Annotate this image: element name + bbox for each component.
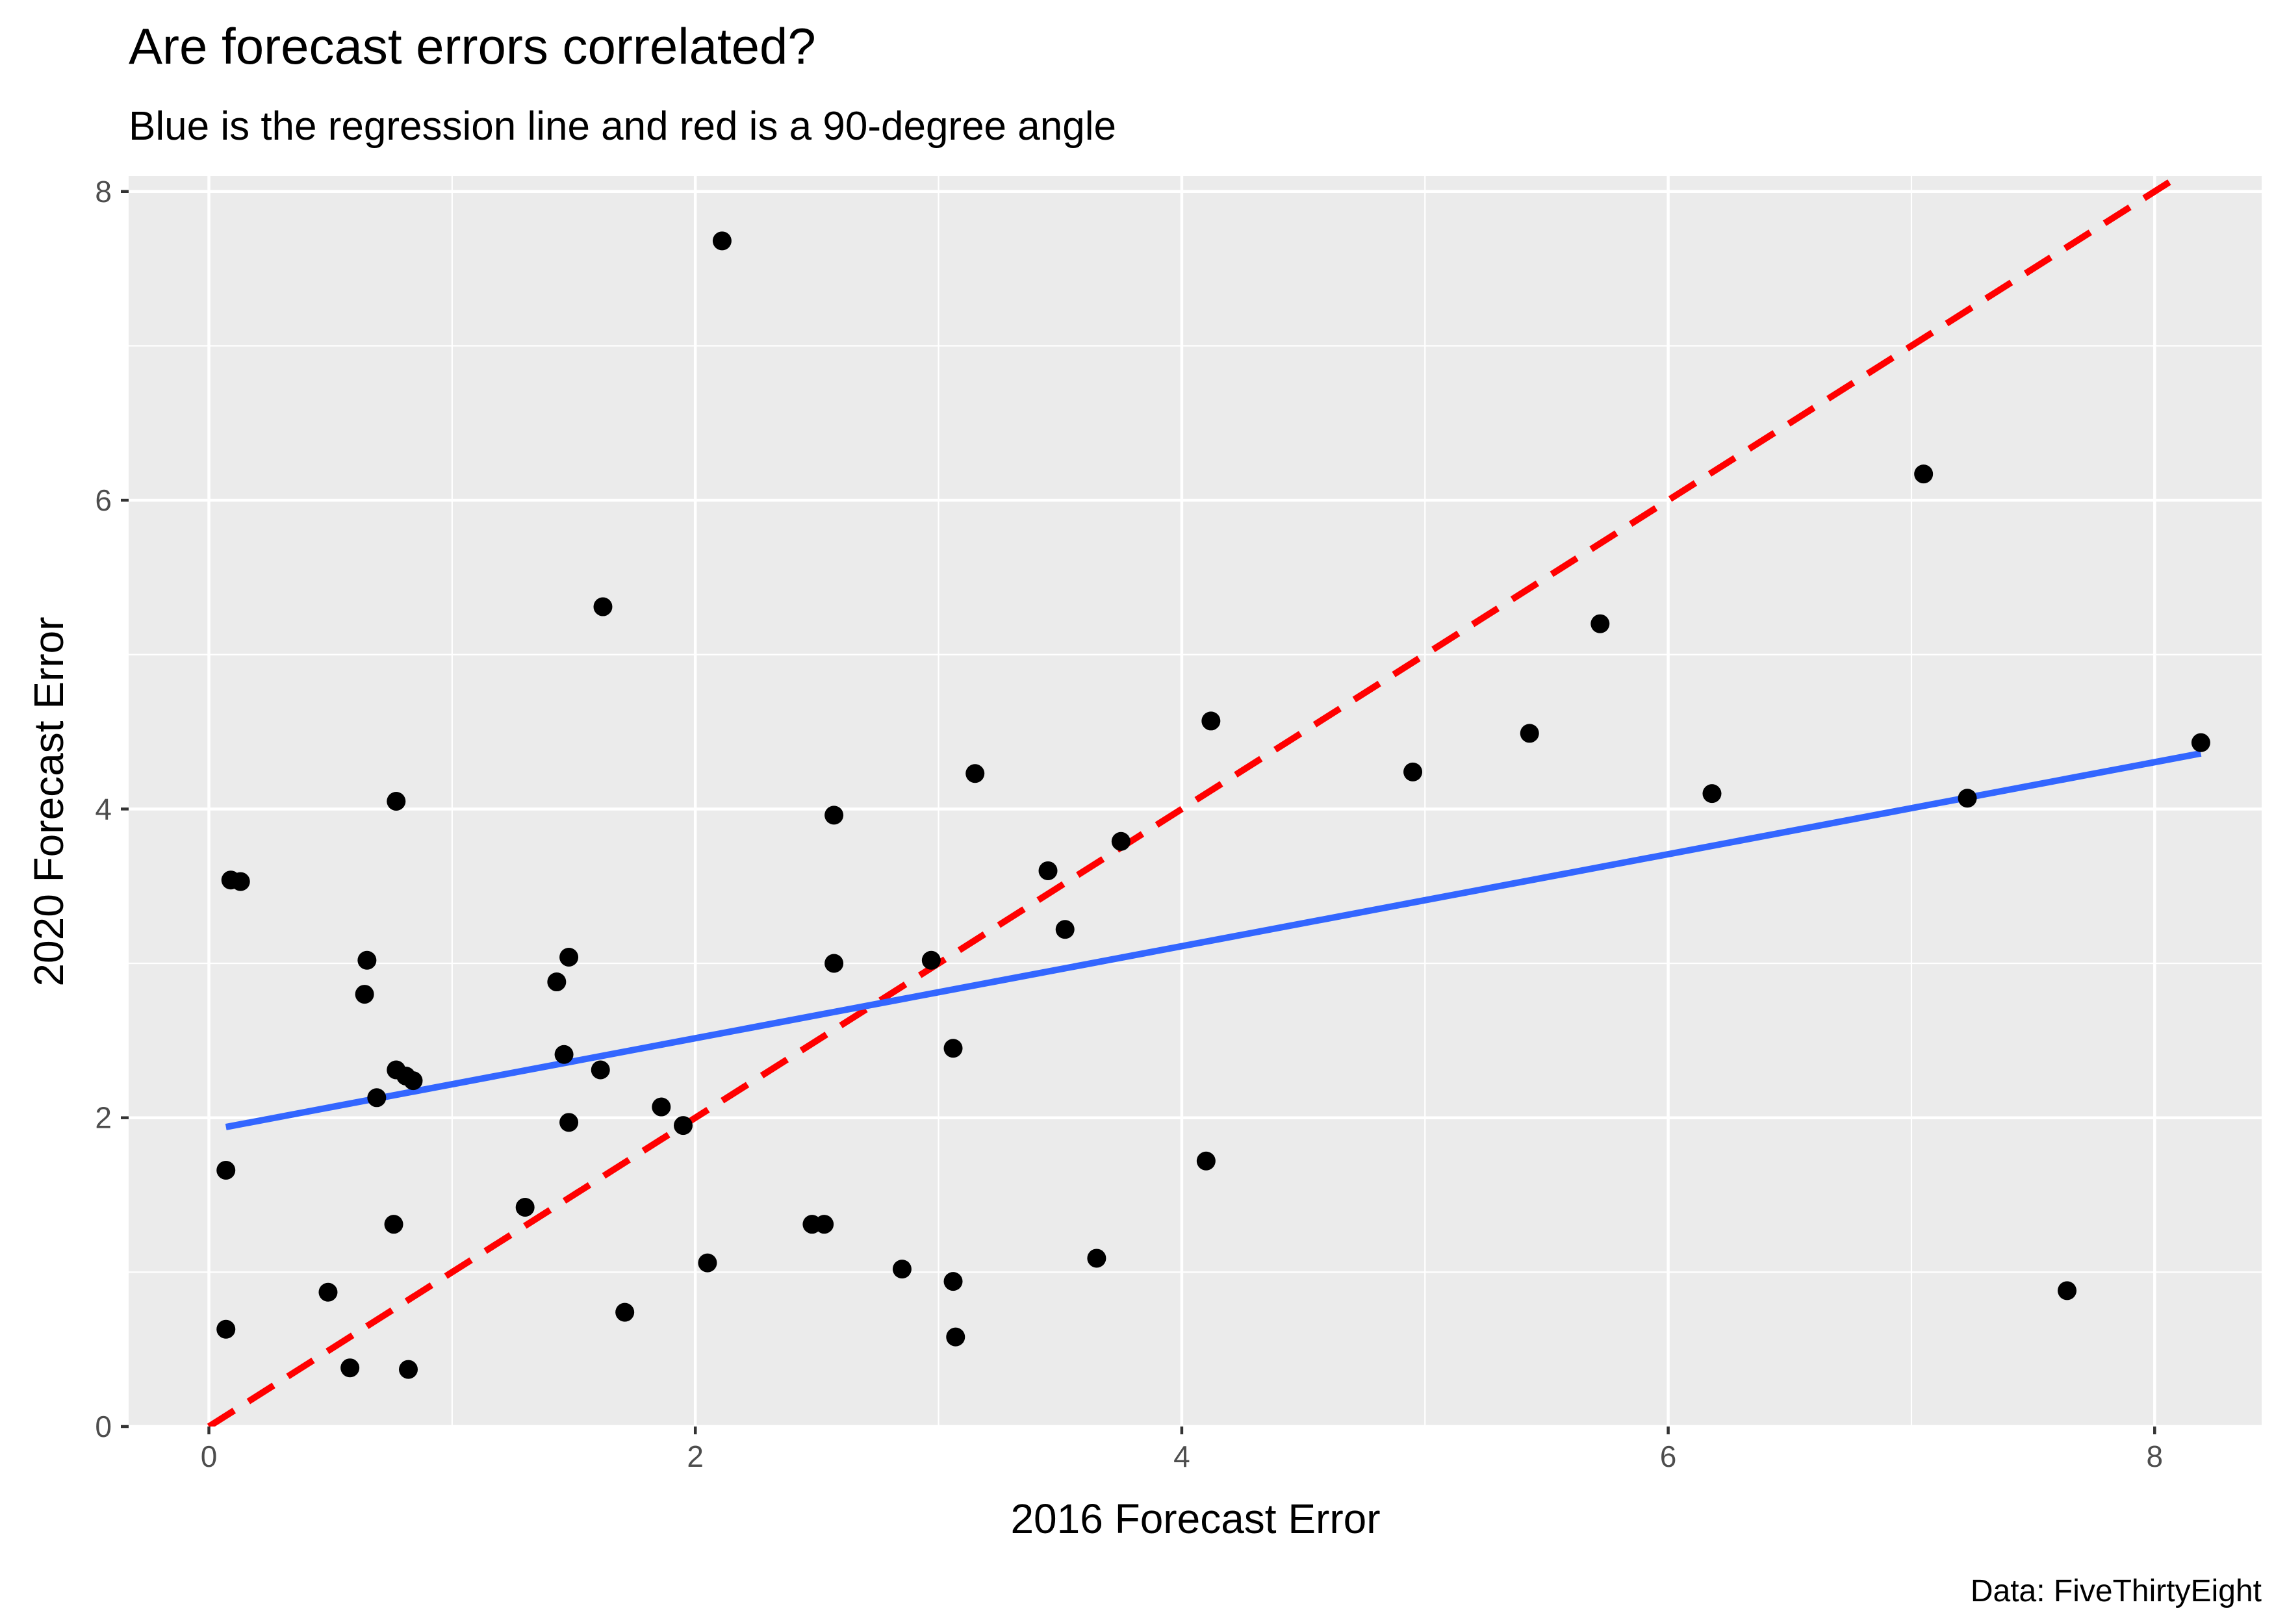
data-point xyxy=(367,1088,387,1108)
x-tick-label: 0 xyxy=(201,1440,218,1473)
data-point xyxy=(398,1360,418,1379)
data-point xyxy=(216,1319,236,1339)
x-axis-title: 2016 Forecast Error xyxy=(1010,1495,1380,1542)
data-point xyxy=(892,1260,912,1279)
data-point xyxy=(355,985,374,1004)
regression-line xyxy=(225,750,2202,1130)
data-point xyxy=(1196,1151,1216,1171)
data-point xyxy=(1403,762,1423,781)
data-point xyxy=(559,948,579,967)
data-point xyxy=(946,1327,965,1347)
fit-lines xyxy=(207,176,2202,1427)
axes: 0 2 4 6 8 0 2 4 6 8 xyxy=(95,175,2163,1473)
x-tick-label: 4 xyxy=(1173,1440,1190,1473)
data-point xyxy=(2191,733,2210,752)
data-point xyxy=(1591,614,1610,633)
x-tick-label: 2 xyxy=(687,1440,704,1473)
data-point xyxy=(674,1116,693,1136)
data-point xyxy=(2058,1281,2077,1300)
data-point xyxy=(554,1045,574,1064)
chart-title: Are forecast errors correlated? xyxy=(129,18,816,75)
data-point xyxy=(824,806,844,825)
data-point xyxy=(340,1358,360,1378)
y-axis-title: 2020 Forecast Error xyxy=(25,616,72,986)
data-point xyxy=(824,954,844,973)
data-point xyxy=(698,1253,717,1273)
data-point xyxy=(593,597,613,616)
data-point xyxy=(1201,711,1221,731)
data-point xyxy=(387,792,406,811)
x-tick-label: 6 xyxy=(1660,1440,1677,1473)
data-point xyxy=(216,1160,236,1180)
grid-lines xyxy=(129,176,2262,1428)
data-point xyxy=(965,764,985,783)
reference-line-90-degree xyxy=(207,176,2181,1427)
data-point xyxy=(921,950,941,970)
y-tick-label: 0 xyxy=(95,1410,112,1443)
data-point xyxy=(1038,861,1058,880)
data-point xyxy=(943,1039,963,1058)
data-point xyxy=(231,872,250,891)
data-point xyxy=(515,1198,535,1217)
data-points xyxy=(216,231,2210,1379)
y-tick-label: 8 xyxy=(95,175,112,209)
data-point xyxy=(652,1097,671,1117)
x-tick-label: 8 xyxy=(2146,1440,2163,1473)
plot-panel xyxy=(129,176,2262,1427)
data-point xyxy=(1520,724,1539,743)
data-point xyxy=(943,1272,963,1291)
chart-caption: Data: FiveThirtyEight xyxy=(1971,1574,2262,1608)
data-point xyxy=(384,1215,403,1234)
data-point xyxy=(1914,464,1934,484)
data-point xyxy=(615,1302,635,1322)
data-point xyxy=(559,1113,579,1132)
data-point xyxy=(1111,831,1131,851)
data-point xyxy=(815,1215,834,1234)
chart-subtitle: Blue is the regression line and red is a… xyxy=(129,104,1116,149)
y-tick-label: 4 xyxy=(95,792,112,826)
data-point xyxy=(1702,784,1722,804)
data-point xyxy=(591,1060,610,1080)
data-point xyxy=(712,231,732,251)
data-point xyxy=(1958,789,1977,808)
data-point xyxy=(1055,920,1075,939)
data-point xyxy=(357,950,377,970)
data-point xyxy=(1087,1249,1106,1268)
y-tick-label: 2 xyxy=(95,1101,112,1135)
data-point xyxy=(403,1071,423,1091)
y-tick-label: 6 xyxy=(95,483,112,517)
data-point xyxy=(547,972,567,992)
data-point xyxy=(318,1282,338,1302)
